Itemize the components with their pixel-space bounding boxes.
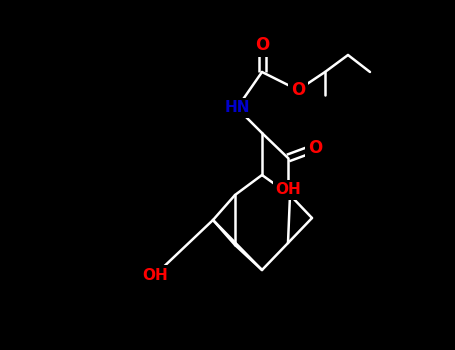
Text: O: O (255, 36, 269, 54)
Text: O: O (291, 81, 305, 99)
Text: OH: OH (142, 267, 168, 282)
Text: HN: HN (224, 100, 250, 116)
Text: O: O (308, 139, 322, 157)
Text: OH: OH (275, 182, 301, 197)
